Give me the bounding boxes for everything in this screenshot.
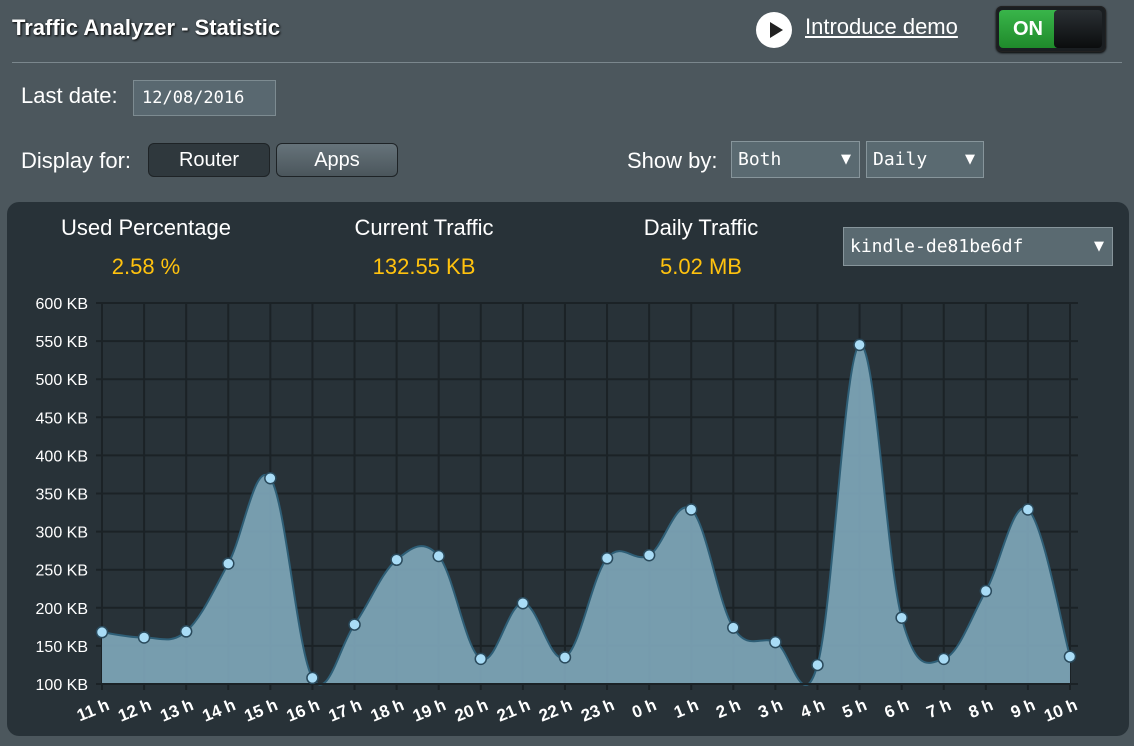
x-tick-label: 0 h	[629, 695, 659, 722]
data-point[interactable]	[811, 658, 824, 672]
used-percentage-label: Used Percentage	[61, 215, 231, 240]
display-router-button[interactable]: Router	[148, 143, 270, 177]
x-tick-label: 9 h	[1008, 695, 1038, 722]
x-tick-label: 15 h	[242, 695, 281, 725]
data-point[interactable]	[642, 548, 656, 562]
x-tick-label: 2 h	[713, 695, 743, 722]
x-tick-label: 3 h	[755, 695, 785, 722]
device-select[interactable]: kindle-de81be6df ▼	[843, 227, 1113, 266]
page-title: Traffic Analyzer - Statistic	[12, 15, 281, 40]
data-point[interactable]	[222, 557, 235, 570]
data-point[interactable]	[432, 549, 445, 563]
chevron-down-icon: ▼	[1094, 239, 1104, 254]
y-tick-label: 450 KB	[36, 410, 88, 427]
data-point[interactable]	[264, 472, 277, 485]
current-traffic-value: 132.55 KB	[372, 254, 476, 279]
last-date-input[interactable]	[133, 80, 276, 116]
header-divider	[12, 62, 1122, 63]
traffic-area	[102, 344, 1070, 686]
data-point[interactable]	[390, 553, 403, 567]
data-point[interactable]	[306, 671, 319, 685]
data-point[interactable]	[979, 584, 993, 598]
daily-traffic-label: Daily Traffic	[643, 215, 759, 240]
data-point[interactable]	[558, 651, 572, 664]
y-tick-label: 150 KB	[36, 639, 88, 656]
play-icon[interactable]	[756, 12, 792, 48]
data-point[interactable]	[474, 652, 488, 666]
y-tick-label: 250 KB	[36, 563, 88, 580]
x-tick-label: 20 h	[452, 695, 491, 725]
introduce-demo-link[interactable]: Introduce demo	[805, 14, 958, 39]
display-for-label: Display for:	[21, 148, 132, 173]
traffic-analyzer-toggle[interactable]: ON	[996, 6, 1106, 52]
last-date-label: Last date:	[21, 83, 118, 108]
x-tick-label: 14 h	[200, 695, 239, 725]
chevron-down-icon: ▼	[965, 152, 975, 167]
y-tick-label: 200 KB	[36, 601, 88, 618]
data-point[interactable]	[95, 625, 109, 639]
direction-select-value: Both	[738, 149, 782, 170]
x-tick-label: 6 h	[882, 695, 912, 722]
data-point[interactable]	[1063, 650, 1077, 663]
y-tick-label: 100 KB	[36, 677, 88, 694]
data-point[interactable]	[684, 503, 698, 516]
x-tick-label: 17 h	[326, 695, 365, 725]
data-point[interactable]	[769, 635, 782, 649]
data-point[interactable]	[937, 652, 950, 666]
data-point[interactable]	[853, 338, 866, 352]
data-point[interactable]	[1021, 503, 1035, 516]
x-tick-label: 21 h	[494, 695, 533, 725]
show-by-label: Show by:	[627, 148, 718, 173]
data-point[interactable]	[516, 596, 530, 610]
data-point[interactable]	[727, 621, 740, 634]
x-tick-label: 18 h	[368, 695, 407, 725]
data-point[interactable]	[137, 631, 151, 644]
period-select[interactable]: Daily ▼	[866, 141, 984, 178]
x-tick-label: 11 h	[74, 695, 112, 725]
used-percentage-value: 2.58 %	[111, 254, 181, 279]
x-tick-label: 16 h	[284, 695, 323, 725]
x-tick-label: 19 h	[410, 695, 449, 725]
x-tick-label: 7 h	[924, 695, 954, 722]
data-point[interactable]	[895, 611, 908, 624]
data-point[interactable]	[348, 618, 361, 631]
data-point[interactable]	[179, 625, 193, 638]
direction-select[interactable]: Both ▼	[731, 141, 860, 178]
x-tick-label: 5 h	[840, 695, 870, 722]
x-tick-label: 10 h	[1041, 695, 1080, 725]
y-tick-label: 600 KB	[36, 296, 88, 313]
x-tick-label: 4 h	[798, 695, 828, 722]
traffic-line	[101, 343, 1071, 686]
x-tick-label: 1 h	[671, 695, 701, 722]
x-tick-label: 23 h	[578, 695, 617, 725]
title-bar: Traffic Analyzer - Statistic Introduce d…	[0, 0, 1134, 62]
y-tick-label: 550 KB	[36, 334, 88, 351]
x-tick-label: 22 h	[536, 695, 575, 725]
period-select-value: Daily	[873, 149, 928, 170]
y-tick-label: 500 KB	[36, 372, 88, 389]
current-traffic-label: Current Traffic	[354, 215, 494, 240]
chevron-down-icon: ▼	[841, 152, 851, 167]
daily-traffic-value: 5.02 MB	[660, 254, 742, 279]
display-apps-button[interactable]: Apps	[276, 143, 398, 177]
x-tick-label: 12 h	[115, 695, 154, 725]
y-tick-label: 350 KB	[36, 487, 88, 504]
x-tick-label: 13 h	[157, 695, 196, 725]
toggle-knob[interactable]	[1054, 10, 1102, 48]
y-tick-label: 300 KB	[36, 525, 88, 542]
device-select-value: kindle-de81be6df	[850, 236, 1024, 257]
y-tick-label: 400 KB	[36, 448, 88, 465]
toggle-on-label: ON	[999, 10, 1057, 48]
data-point[interactable]	[600, 552, 614, 565]
x-tick-label: 8 h	[966, 695, 996, 722]
